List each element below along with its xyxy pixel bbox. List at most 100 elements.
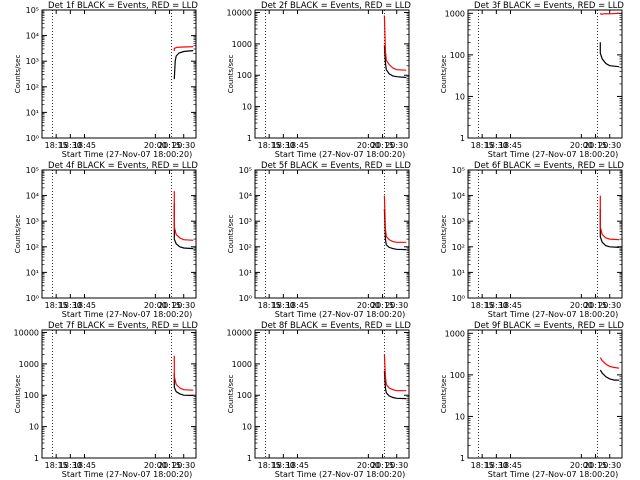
y-tick-label: 1 xyxy=(247,454,252,463)
x-tick-label: 20:00 xyxy=(144,461,167,470)
plot-frame xyxy=(254,9,410,139)
y-axis-title: Counts/sec xyxy=(227,55,235,94)
chart-panel: Det 4f BLACK = Events, RED = LLD 10⁰ 10¹ 10… xyxy=(14,161,198,319)
y-tick-label: 10⁰ xyxy=(26,134,39,143)
y-tick-label: 10000 xyxy=(227,8,252,17)
y-tick-label: 10¹ xyxy=(26,268,39,277)
x-axis-title: Start Time (27-Nov-07 18:00:20) xyxy=(62,150,192,159)
x-tick-label: 18:15 xyxy=(258,141,281,150)
x-tick-label: 18:15 xyxy=(471,141,494,150)
x-tick-label: 20:15 xyxy=(158,141,181,150)
chart-title: Det 4f BLACK = Events, RED = LLD xyxy=(48,161,198,171)
x-tick-label: 20:30 xyxy=(172,301,195,310)
x-axis-title: Start Time (27-Nov-07 18:00:20) xyxy=(275,470,405,479)
plot-frame xyxy=(41,329,197,459)
series-line xyxy=(173,46,194,51)
y-tick-label: 10⁴ xyxy=(26,192,39,201)
y-axis-title: Counts/sec xyxy=(14,375,22,414)
chart-panel: Det 2f BLACK = Events, RED = LLD 1 10 100 10… xyxy=(227,1,412,159)
chart-title: Det 1f BLACK = Events, RED = LLD xyxy=(48,1,198,11)
y-tick-label: 1000 xyxy=(19,360,39,369)
y-axis-title: Counts/sec xyxy=(14,215,22,254)
x-tick-label: 20:00 xyxy=(570,301,593,310)
y-tick-label: 100 xyxy=(450,51,465,60)
x-tick-label: 18:45 xyxy=(499,301,522,310)
y-tick-label: 10⁰ xyxy=(26,294,39,303)
y-tick-label: 10² xyxy=(26,83,39,92)
x-tick-label: 20:30 xyxy=(172,461,195,470)
y-tick-label: 10³ xyxy=(239,217,252,226)
plot-frame xyxy=(467,329,623,459)
x-tick-label: 18:30 xyxy=(272,301,295,310)
series-line xyxy=(383,45,407,79)
chart-panel: Det 1f BLACK = Events, RED = LLD 10⁰ 10¹ 10… xyxy=(14,1,198,159)
chart-panel: Det 3f BLACK = Events, RED = LLD 1 10 100 10… xyxy=(440,1,624,159)
x-axis-title: Start Time (27-Nov-07 18:00:20) xyxy=(488,470,618,479)
x-tick-label: 18:15 xyxy=(45,461,68,470)
x-tick-label: 18:30 xyxy=(485,301,508,310)
chart-panel: Det 6f BLACK = Events, RED = LLD 10⁰ 10¹ 10… xyxy=(440,161,624,319)
series-line xyxy=(173,50,194,80)
x-axis-title: Start Time (27-Nov-07 18:00:20) xyxy=(62,470,192,479)
x-tick-label: 18:45 xyxy=(286,461,309,470)
x-axis-title: Start Time (27-Nov-07 18:00:20) xyxy=(488,150,618,159)
x-tick-label: 20:00 xyxy=(570,141,593,150)
chart-panel: Det 5f BLACK = Events, RED = LLD 10⁰ 10¹ 10… xyxy=(227,161,411,319)
x-tick-label: 20:00 xyxy=(144,301,167,310)
x-tick-label: 18:30 xyxy=(272,461,295,470)
x-tick-label: 20:15 xyxy=(584,461,607,470)
x-axis-title: Start Time (27-Nov-07 18:00:20) xyxy=(488,310,618,319)
y-tick-label: 1000 xyxy=(445,329,465,338)
x-tick-label: 20:15 xyxy=(584,141,607,150)
y-axis-title: Counts/sec xyxy=(14,55,22,94)
chart-title: Det 3f BLACK = Events, RED = LLD xyxy=(474,1,624,11)
y-tick-label: 10⁰ xyxy=(452,294,465,303)
x-tick-label: 18:45 xyxy=(499,461,522,470)
y-axis-title: Counts/sec xyxy=(440,215,448,254)
x-tick-label: 20:30 xyxy=(172,141,195,150)
x-tick-label: 18:30 xyxy=(59,301,82,310)
x-tick-label: 20:30 xyxy=(385,461,408,470)
y-tick-label: 10⁵ xyxy=(239,166,252,175)
y-tick-label: 100 xyxy=(237,71,252,80)
x-tick-label: 18:30 xyxy=(59,461,82,470)
chart-panel: Det 7f BLACK = Events, RED = LLD 1 10 100 10… xyxy=(14,321,199,479)
y-axis-title: Counts/sec xyxy=(440,375,448,414)
y-axis-title: Counts/sec xyxy=(440,55,448,94)
x-axis-title: Start Time (27-Nov-07 18:00:20) xyxy=(275,150,405,159)
y-tick-label: 10² xyxy=(239,243,252,252)
chart-title: Det 8f BLACK = Events, RED = LLD xyxy=(261,321,411,331)
y-axis-title: Counts/sec xyxy=(227,375,235,414)
x-tick-label: 20:15 xyxy=(371,461,394,470)
x-tick-label: 18:45 xyxy=(73,461,96,470)
y-tick-label: 100 xyxy=(237,391,252,400)
x-tick-label: 20:00 xyxy=(357,301,380,310)
series-line xyxy=(599,195,620,241)
y-tick-label: 10⁵ xyxy=(26,6,39,15)
y-tick-label: 10³ xyxy=(26,57,39,66)
y-tick-label: 10 xyxy=(455,412,465,421)
chart-panel: Det 8f BLACK = Events, RED = LLD 1 10 100 10… xyxy=(227,321,412,479)
chart-title: Det 2f BLACK = Events, RED = LLD xyxy=(261,1,411,11)
y-tick-label: 10¹ xyxy=(26,108,39,117)
y-tick-label: 1000 xyxy=(232,40,252,49)
x-axis-title: Start Time (27-Nov-07 18:00:20) xyxy=(62,310,192,319)
x-tick-label: 20:00 xyxy=(570,461,593,470)
y-tick-label: 10¹ xyxy=(239,268,252,277)
x-axis-title: Start Time (27-Nov-07 18:00:20) xyxy=(275,310,405,319)
series-line xyxy=(173,203,194,250)
x-tick-label: 20:15 xyxy=(584,301,607,310)
x-tick-label: 18:15 xyxy=(258,461,281,470)
x-tick-label: 20:30 xyxy=(385,141,408,150)
series-line xyxy=(173,191,194,241)
series-line xyxy=(383,354,407,392)
x-tick-label: 18:45 xyxy=(286,141,309,150)
plot-frame xyxy=(41,9,197,139)
x-tick-label: 20:15 xyxy=(371,301,394,310)
chart-title: Det 7f BLACK = Events, RED = LLD xyxy=(48,321,198,331)
y-tick-label: 1000 xyxy=(445,9,465,18)
chart-title: Det 5f BLACK = Events, RED = LLD xyxy=(261,161,411,171)
y-tick-label: 10 xyxy=(242,103,252,112)
series-line xyxy=(173,373,194,397)
series-line xyxy=(599,42,620,68)
